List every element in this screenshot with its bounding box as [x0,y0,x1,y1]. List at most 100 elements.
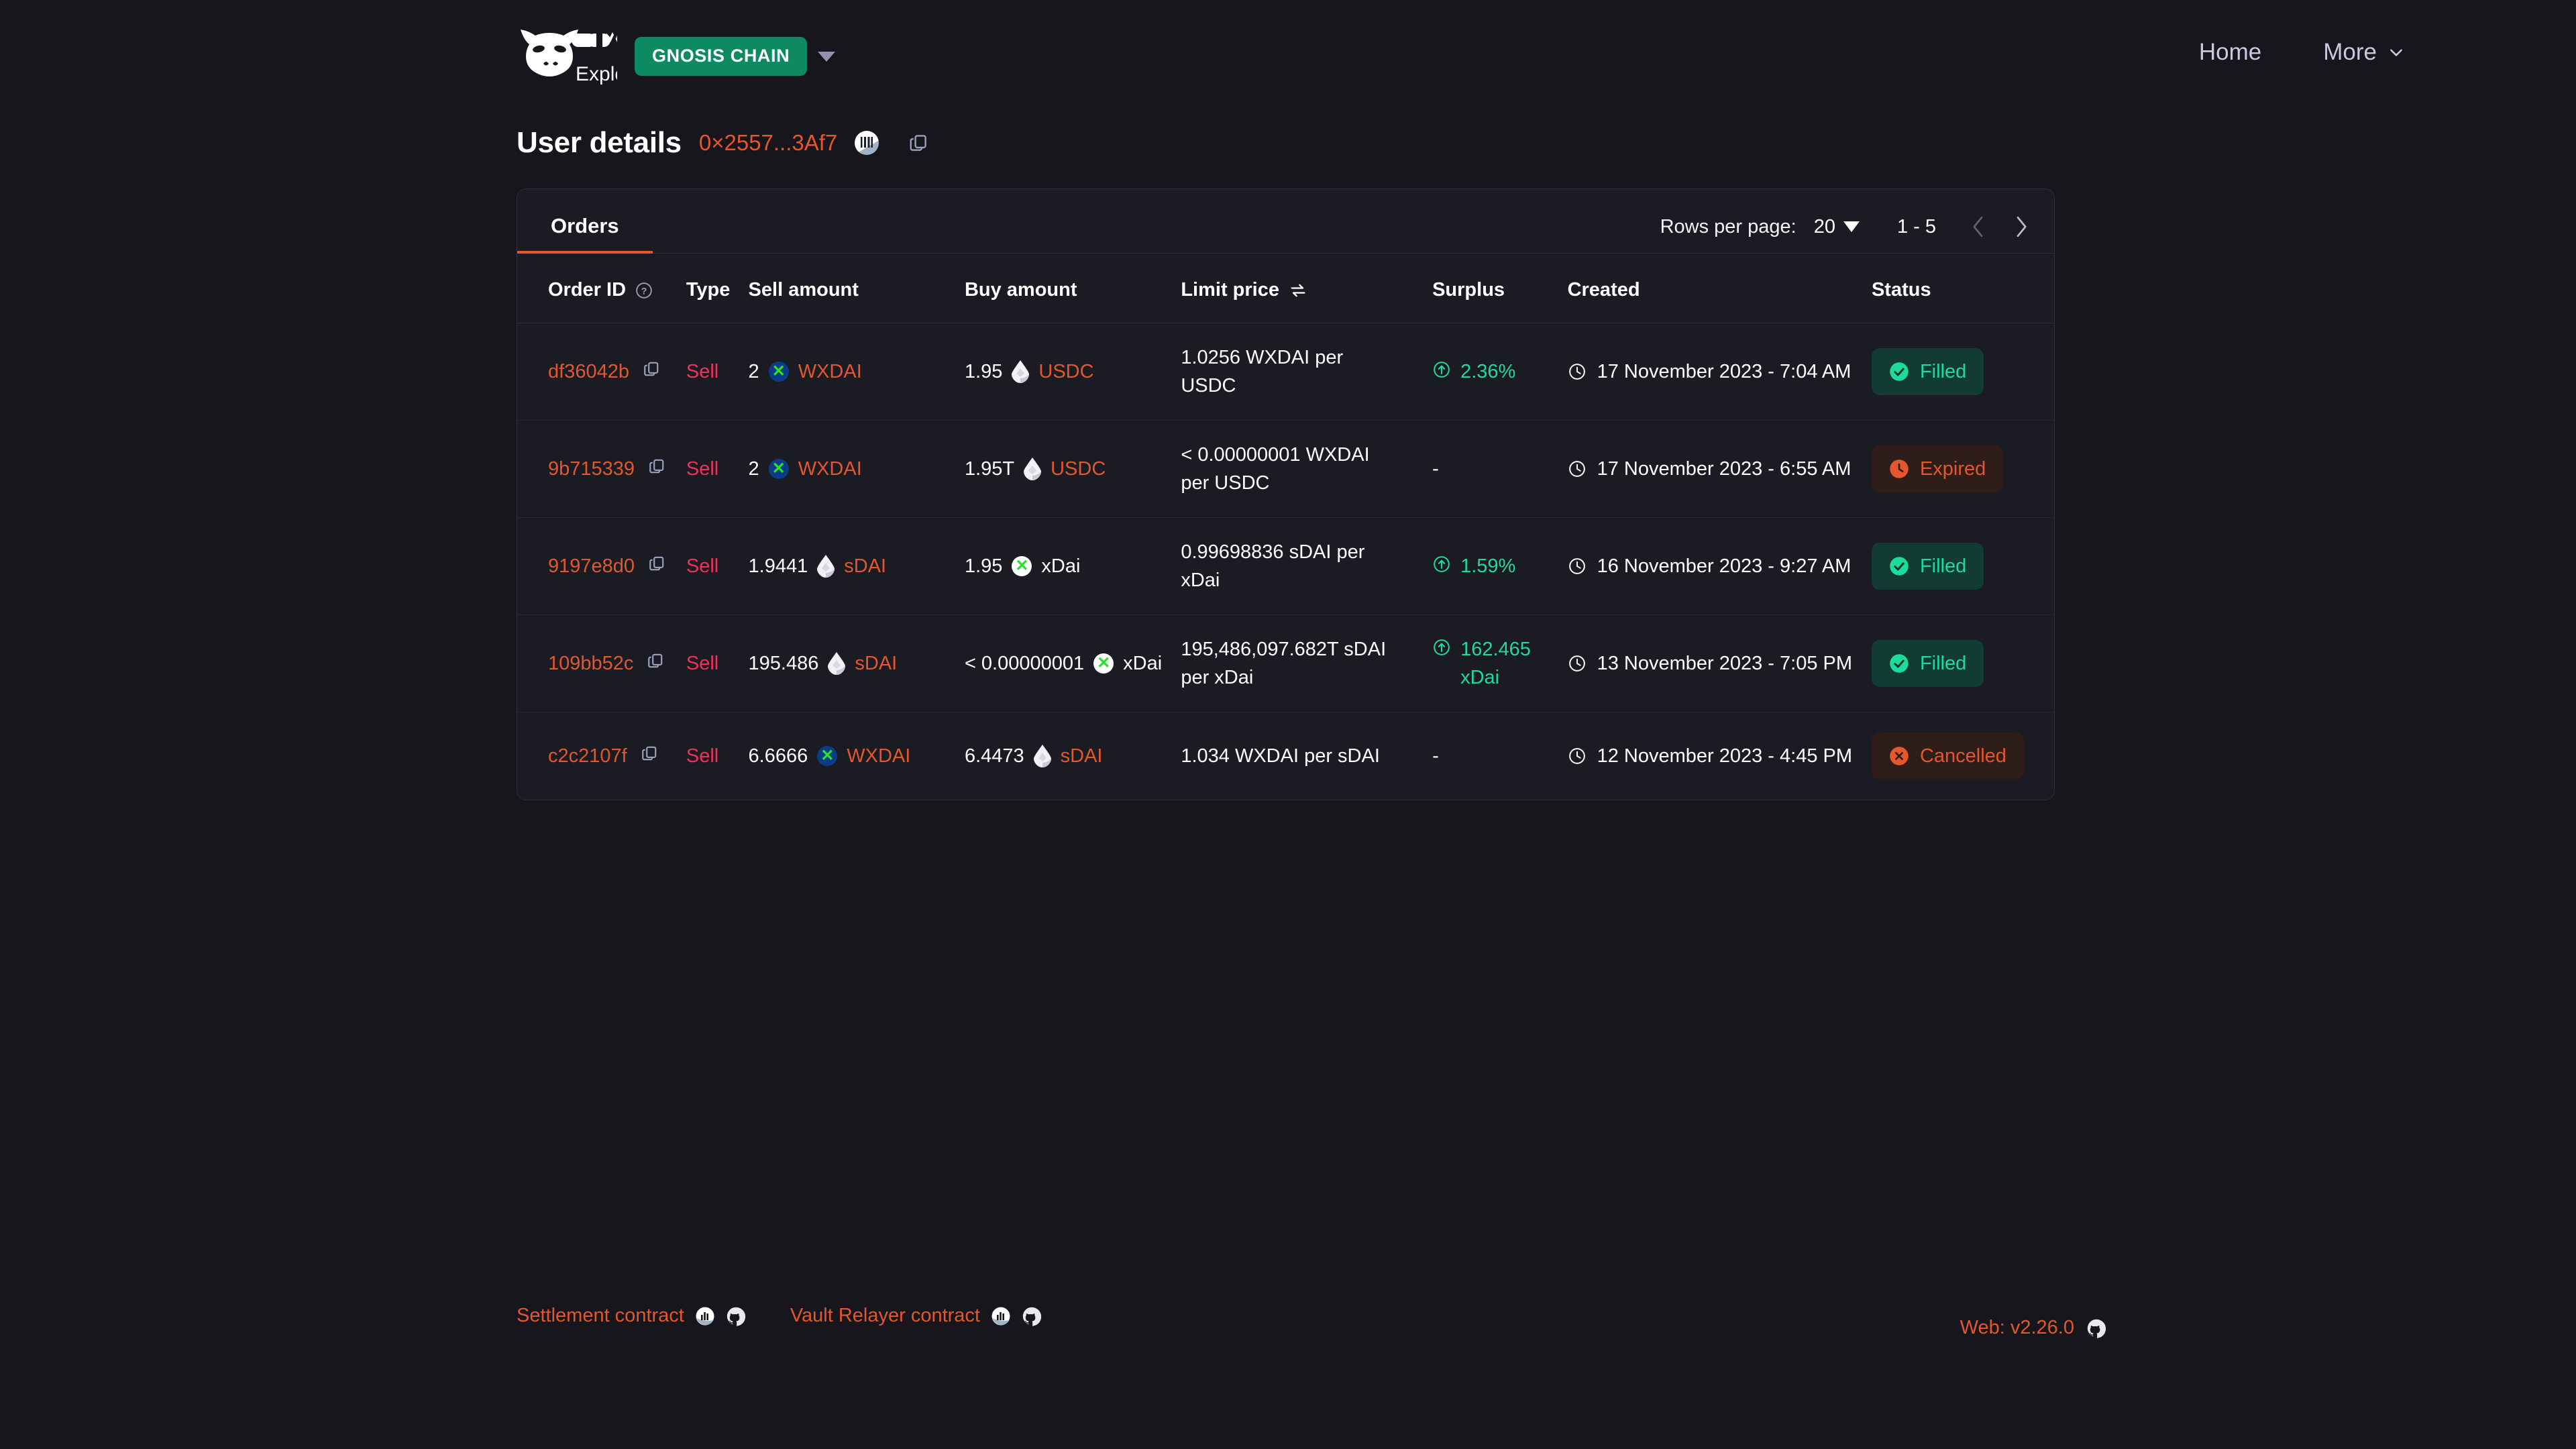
github-icon[interactable] [726,1306,746,1326]
created-value: 16 November 2023 - 9:27 AM [1597,555,1851,578]
buy-amount-value: 1.95T [964,458,1015,480]
buy-token-symbol[interactable]: USDC [1038,361,1094,383]
column-limit-price[interactable]: Limit price [1181,254,1432,323]
swap-arrows-icon[interactable] [1289,281,1307,300]
column-order-id[interactable]: Order ID ? [517,254,686,323]
app-header: Explorer GNOSIS CHAIN Home More [0,0,2576,107]
status-badge: Expired [1871,445,2004,493]
token-glyph: ✕ [1015,557,1029,576]
column-type[interactable]: Type [686,279,731,301]
cell-status: Filled [1871,615,2054,712]
created-value: 12 November 2023 - 4:45 PM [1597,745,1853,767]
sell-amount-value: 1.9441 [748,555,808,578]
cell-order-id: 9197e8d0 [517,518,686,615]
page-title-row: User details 0×2557...3Af7 [517,126,928,160]
token-icon-wxdai: ✕ [768,362,789,382]
block-explorer-icon[interactable] [695,1306,715,1326]
table-row[interactable]: 9197e8d0 Sell 1.9441 sDAI 1.95 ✕ xDai 0.9969883… [517,518,2054,615]
clock-icon [1568,364,1585,380]
created-value: 17 November 2023 - 7:04 AM [1597,361,1851,383]
block-explorer-icon[interactable] [991,1306,1011,1326]
svg-text:Explorer: Explorer [576,63,617,85]
next-page-button[interactable] [2011,214,2031,239]
order-id-link[interactable]: 109bb52c [548,653,634,675]
column-surplus[interactable]: Surplus [1432,279,1505,301]
footer-link-vault-relayer-contract[interactable]: Vault Relayer contract [790,1305,1042,1327]
copy-icon [644,362,659,376]
github-icon[interactable] [2086,1318,2106,1338]
cell-order-id: df36042b [517,323,686,421]
token-icon-sdai [828,652,846,676]
copy-address-button[interactable] [908,133,928,153]
cell-order-id: 9b715339 [517,421,686,518]
github-icon[interactable] [1022,1306,1042,1326]
buy-token-symbol[interactable]: xDai [1123,653,1163,675]
clock-icon [1568,461,1585,477]
chain-caret-icon[interactable] [818,51,836,62]
table-row[interactable]: c2c2107f Sell 6.6666 ✕ WXDAI 6.4473 sDAI 1.034 … [517,712,2054,800]
app-footer: Settlement contract Vault Relayer contra… [0,1275,2576,1449]
column-sell-amount[interactable]: Sell amount [748,279,859,301]
column-buy-amount[interactable]: Buy amount [964,279,1077,301]
column-status[interactable]: Status [1871,279,1931,301]
copy-icon [649,556,664,571]
copy-order-id-button[interactable] [648,455,665,483]
token-glyph: ✕ [1097,654,1111,673]
status-badge: Filled [1871,348,1984,396]
help-icon[interactable]: ? [635,282,653,299]
cell-status: Filled [1871,518,2054,615]
clock-icon [1568,748,1585,765]
cell-sell-amount: 195.486 sDAI [749,615,965,712]
status-badge: Filled [1871,543,1984,590]
copy-icon [649,459,664,474]
clock-icon [1568,558,1585,575]
cell-limit-price: < 0.00000001 WXDAI per USDC [1181,421,1432,518]
limit-price-value: 0.99698836 sDAI per xDai [1181,541,1365,592]
cell-sell-amount: 1.9441 sDAI [749,518,965,615]
buy-token-symbol[interactable]: xDai [1041,555,1081,578]
nav-item-more[interactable]: More [2323,39,2405,66]
footer-link-settlement-contract[interactable]: Settlement contract [517,1305,746,1327]
table-row[interactable]: 9b715339 Sell 2 ✕ WXDAI 1.95T USDC < 0.00000001… [517,421,2054,518]
surplus-value: - [1432,458,1439,480]
buy-token-symbol[interactable]: sDAI [1060,745,1103,767]
copy-order-id-button[interactable] [648,552,665,580]
table-row[interactable]: 109bb52c Sell 195.486 sDAI < 0.00000001 ✕ xDai… [517,615,2054,712]
tab-orders[interactable]: Orders [517,214,653,254]
nav-item-home[interactable]: Home [2198,39,2262,65]
sell-token-symbol[interactable]: WXDAI [798,458,862,480]
token-icon-usdc [1012,360,1030,384]
table-row[interactable]: df36042b Sell 2 ✕ WXDAI 1.95 USDC 1.0256 WXDAI … [517,323,2054,421]
copy-icon [648,654,663,668]
previous-page-button[interactable] [1968,214,1988,239]
token-glyph: ✕ [771,460,786,478]
copy-order-id-button[interactable] [641,742,658,770]
sell-token-symbol[interactable]: WXDAI [798,361,862,383]
sell-amount-value: 2 [748,361,759,383]
chain-selector-badge[interactable]: GNOSIS CHAIN [635,37,808,76]
chevron-down-icon [2390,49,2402,56]
token-icon-xdai: ✕ [1012,556,1032,577]
buy-token-symbol[interactable]: USDC [1051,458,1106,480]
rows-per-page-select[interactable]: 20 [1814,216,1860,238]
order-id-link[interactable]: 9197e8d0 [548,555,635,578]
sell-token-symbol[interactable]: WXDAI [847,745,911,767]
user-address[interactable]: 0×2557...3Af7 [698,130,838,155]
avatar [855,131,879,155]
x-circle-icon [1890,747,1909,766]
order-id-link[interactable]: 9b715339 [548,458,635,480]
column-created[interactable]: Created [1567,279,1640,301]
order-id-link[interactable]: df36042b [548,361,629,383]
copy-order-id-button[interactable] [643,358,660,386]
sell-token-symbol[interactable]: sDAI [844,555,887,578]
logo-home-link[interactable]: Explorer [517,25,617,87]
sell-token-symbol[interactable]: sDAI [855,653,898,675]
cell-limit-price: 1.0256 WXDAI per USDC [1181,323,1432,421]
limit-price-value: 195,486,097.682T sDAI per xDai [1181,639,1387,689]
order-id-link[interactable]: c2c2107f [548,745,627,767]
column-limit-price-label: Limit price [1181,279,1279,301]
copy-order-id-button[interactable] [647,649,664,678]
token-icon-sdai [1033,745,1051,768]
cell-status: Cancelled [1871,712,2054,800]
